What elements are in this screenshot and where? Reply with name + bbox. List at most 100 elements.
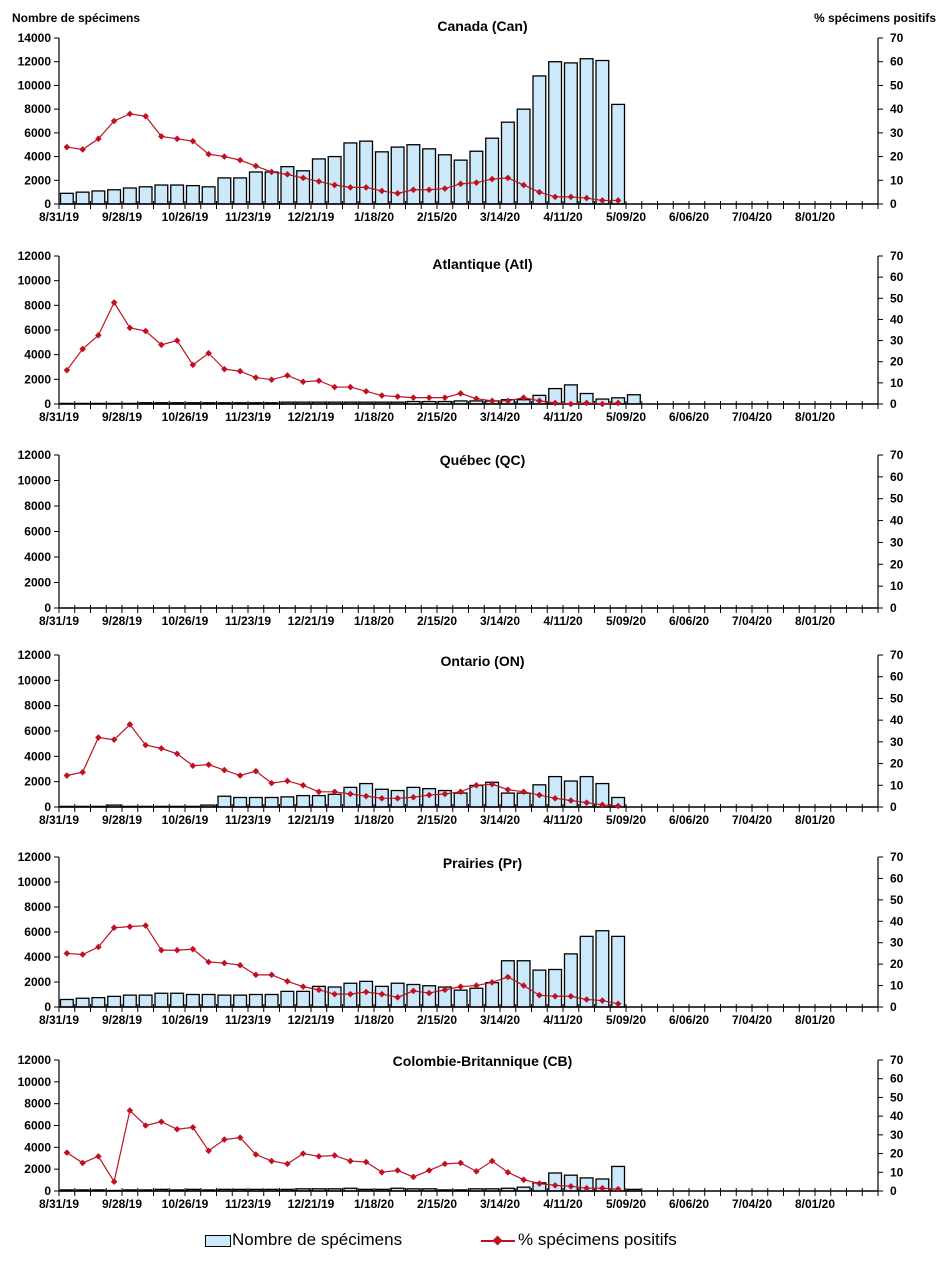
positivity-marker bbox=[599, 801, 606, 809]
y-tick-label: 2000 bbox=[24, 775, 51, 789]
bar bbox=[453, 989, 468, 1008]
positivity-marker bbox=[362, 1158, 370, 1166]
positivity-marker bbox=[173, 1125, 181, 1133]
positivity-marker bbox=[236, 961, 244, 969]
y-tick-label: 8000 bbox=[24, 298, 51, 312]
x-tick-label: 4/11/20 bbox=[543, 1197, 583, 1211]
positivity-marker bbox=[347, 383, 354, 391]
y2-tick-label: 20 bbox=[890, 957, 904, 971]
bar bbox=[107, 189, 122, 205]
positivity-marker bbox=[252, 767, 260, 775]
positivity-marker bbox=[567, 193, 575, 201]
x-tick-label: 7/04/20 bbox=[732, 1013, 772, 1027]
positivity-marker bbox=[79, 1159, 86, 1167]
positivity-marker bbox=[362, 792, 370, 800]
positivity-marker bbox=[441, 185, 449, 192]
legend-bars-label: Nombre de spécimens bbox=[232, 1230, 403, 1249]
positivity-marker bbox=[252, 374, 260, 381]
positivity-marker bbox=[63, 366, 71, 374]
positivity-marker bbox=[614, 802, 622, 810]
y-tick-label: 10000 bbox=[18, 673, 52, 687]
positivity-marker bbox=[536, 397, 543, 405]
y-tick-label: 0 bbox=[44, 397, 51, 411]
y2-tick-label: 60 bbox=[890, 55, 904, 69]
positivity-marker bbox=[221, 365, 228, 373]
x-tick-label: 12/21/19 bbox=[288, 210, 335, 224]
positivity-marker bbox=[473, 179, 480, 186]
y2-tick-label: 20 bbox=[890, 557, 904, 571]
x-tick-label: 11/23/19 bbox=[225, 1013, 271, 1027]
bar bbox=[264, 171, 279, 205]
y2-tick-label: 60 bbox=[890, 470, 904, 484]
positivity-marker bbox=[567, 992, 575, 1000]
positivity-marker bbox=[331, 383, 338, 391]
positivity-marker bbox=[457, 983, 464, 990]
y2-tick-label: 30 bbox=[890, 1128, 904, 1142]
bar bbox=[264, 796, 279, 808]
positivity-marker bbox=[173, 135, 181, 143]
positivity-marker bbox=[551, 992, 559, 1000]
x-tick-label: 5/09/20 bbox=[606, 1013, 646, 1027]
y-tick-label: 6000 bbox=[24, 925, 51, 939]
positivity-marker bbox=[158, 745, 165, 752]
x-tick-label: 1/18/20 bbox=[354, 1197, 394, 1211]
chart-panel: Québec (QC) 0 2000 4000 6000 8000 10000 12000 0 1… bbox=[18, 448, 904, 628]
y-tick-label: 6000 bbox=[24, 1119, 51, 1133]
x-tick-label: 10/26/19 bbox=[162, 1013, 209, 1027]
y2-tick-label: 10 bbox=[890, 173, 904, 187]
x-tick-label: 3/14/20 bbox=[480, 410, 520, 424]
positivity-marker bbox=[457, 1159, 464, 1167]
y-tick-label: 14000 bbox=[18, 31, 52, 45]
positivity-marker bbox=[410, 987, 417, 995]
bar bbox=[469, 784, 484, 808]
y2-tick-label: 10 bbox=[890, 979, 904, 993]
bar bbox=[532, 969, 547, 1008]
y2-tick-label: 30 bbox=[890, 126, 904, 140]
x-tick-label: 4/11/20 bbox=[543, 1013, 583, 1027]
y-tick-label: 0 bbox=[44, 800, 51, 814]
positivity-marker bbox=[425, 791, 433, 799]
bar bbox=[154, 184, 169, 205]
positivity-marker bbox=[520, 181, 527, 189]
y2-tick-label: 10 bbox=[890, 778, 904, 792]
positivity-marker bbox=[79, 951, 86, 958]
bar bbox=[59, 998, 74, 1008]
positivity-marker bbox=[488, 397, 496, 405]
y2-tick-label: 70 bbox=[890, 1053, 904, 1067]
y-tick-label: 4000 bbox=[24, 749, 51, 763]
bar bbox=[201, 993, 216, 1008]
bar bbox=[548, 775, 563, 808]
positivity-marker bbox=[457, 390, 464, 397]
positivity-marker bbox=[520, 1176, 527, 1184]
y2-tick-label: 60 bbox=[890, 1072, 904, 1086]
x-tick-label: 6/06/20 bbox=[669, 1013, 709, 1027]
bar bbox=[217, 795, 232, 808]
positivity-marker bbox=[347, 790, 354, 798]
x-tick-label: 2/15/20 bbox=[417, 813, 457, 827]
bar bbox=[611, 935, 626, 1008]
positivity-marker bbox=[205, 761, 212, 768]
positivity-marker bbox=[378, 1168, 386, 1176]
positivity-marker bbox=[362, 184, 370, 191]
y2-tick-label: 20 bbox=[890, 757, 904, 771]
positivity-marker bbox=[504, 397, 512, 405]
y-tick-label: 12000 bbox=[18, 448, 52, 462]
bar bbox=[264, 993, 279, 1008]
bar bbox=[422, 148, 437, 205]
x-tick-label: 10/26/19 bbox=[162, 813, 209, 827]
y-tick-label: 0 bbox=[44, 1000, 51, 1014]
x-tick-label: 8/01/20 bbox=[795, 210, 835, 224]
positivity-marker bbox=[378, 795, 386, 802]
positivity-marker bbox=[173, 750, 181, 758]
positivity-marker bbox=[425, 186, 433, 194]
x-tick-label: 6/06/20 bbox=[669, 614, 709, 628]
positivity-marker bbox=[378, 990, 386, 998]
positivity-marker bbox=[189, 762, 197, 770]
positivity-marker bbox=[504, 786, 512, 793]
bar bbox=[296, 990, 311, 1008]
positivity-marker bbox=[488, 979, 496, 986]
chart-panel: Prairies (Pr) 0 2000 4000 6000 8000 10000 12000… bbox=[18, 850, 904, 1027]
y2-tick-label: 40 bbox=[890, 914, 904, 928]
positivity-marker bbox=[221, 766, 228, 774]
legend: Nombre de spécimens % spécimens positifs bbox=[0, 1226, 944, 1256]
